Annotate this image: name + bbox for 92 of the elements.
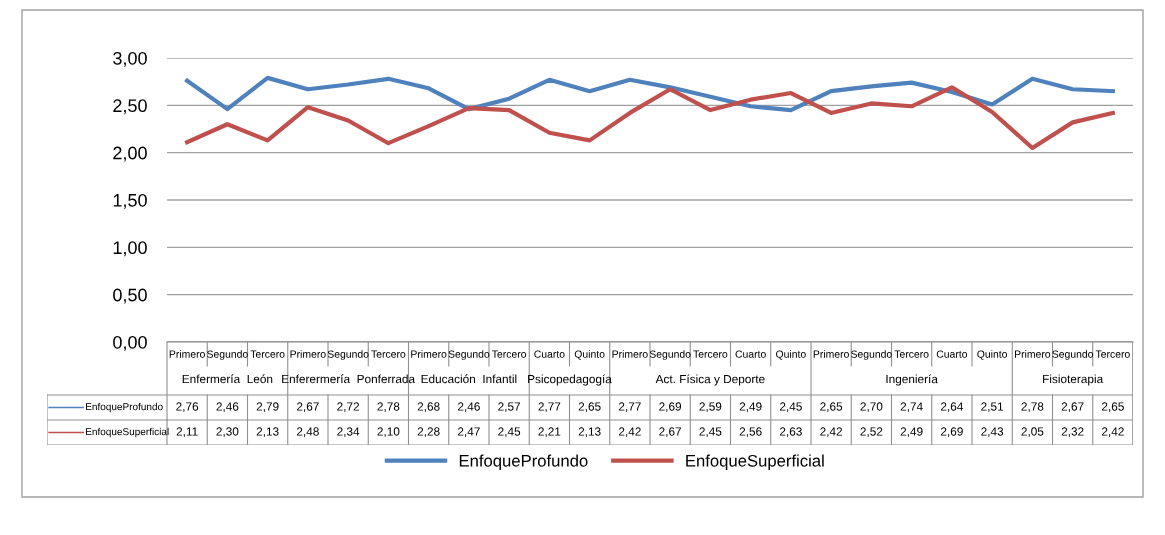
y-tick-label: 2,50 (113, 99, 147, 115)
x-tick-label: Primero (813, 350, 849, 358)
data-label: 2,67 (296, 402, 319, 413)
data-label: 2,47 (457, 427, 480, 438)
x-tick-label: Quinto (977, 350, 1008, 360)
data-label: 2,52 (860, 427, 883, 438)
data-label: 2,67 (1061, 402, 1084, 413)
data-label: 2,70 (860, 402, 883, 413)
data-label: 2,59 (699, 402, 722, 413)
text: Ingeniería (886, 374, 938, 386)
data-label: 2,13 (256, 427, 279, 438)
data-label: 2,46 (457, 402, 480, 413)
data-label: 2,32 (1061, 427, 1084, 438)
text: Fisioterapia (1043, 374, 1104, 386)
x-tick-label: Tercero (492, 350, 527, 358)
data-label: 2,78 (377, 402, 400, 413)
x-tick-label: Primero (290, 350, 326, 358)
data-label: 2,10 (377, 427, 400, 438)
x-tick-label: Primero (612, 350, 648, 358)
x-tick-label: Tercero (250, 350, 285, 358)
x-tick-label: Quinto (574, 350, 605, 360)
text: Educación Infantil (421, 374, 517, 384)
data-label: 2,69 (659, 402, 682, 413)
data-label: 2,69 (940, 427, 963, 438)
data-label: 2,76 (176, 402, 199, 413)
line-series (185, 85, 1115, 151)
y-tick-label: 3,00 (113, 51, 147, 67)
text: Enferermería Ponferrada (282, 374, 416, 384)
data-label: 2,74 (900, 402, 923, 413)
data-label: 2,45 (498, 427, 521, 438)
text: Psicopedagogía (528, 374, 612, 386)
legend-label: EnfoqueProfundo (86, 402, 163, 413)
data-label: 2,11 (176, 427, 198, 438)
data-label: 2,49 (739, 402, 762, 413)
data-label: 2,30 (216, 427, 239, 438)
data-label: 2,28 (417, 427, 440, 438)
text: Act. Física y Deporte (655, 374, 765, 386)
data-label: 2,43 (981, 427, 1004, 438)
data-label: 2,79 (256, 402, 279, 413)
data-label: 2,51 (981, 402, 1004, 413)
x-tick-label: Segundo (448, 350, 490, 360)
data-label: 2,57 (498, 402, 521, 413)
x-tick-label: Cuarto (936, 350, 968, 358)
data-label: 2,65 (578, 402, 601, 413)
x-tick-label: Cuarto (735, 350, 766, 358)
data-label: 2,05 (1021, 427, 1044, 438)
data-label: 2,13 (578, 427, 601, 438)
data-label: 2,72 (337, 402, 360, 413)
data-label: 2,64 (940, 402, 964, 413)
data-label: 2,63 (779, 427, 802, 438)
data-label: 2,48 (296, 427, 319, 438)
data-label: 2,42 (1101, 427, 1124, 438)
line-series (185, 75, 1115, 113)
data-label: 2,21 (538, 427, 561, 438)
data-label: 2,34 (337, 427, 360, 438)
text: Enfermería León (182, 374, 273, 384)
data-label: 2,65 (1101, 402, 1124, 413)
data-label: 2,42 (820, 427, 843, 438)
y-tick-label: 0,00 (113, 335, 147, 351)
text: EnfoqueSuperficial (686, 454, 824, 470)
x-tick-label: Primero (1015, 350, 1051, 358)
x-tick-label: Quinto (776, 350, 806, 360)
data-label: 2,77 (538, 402, 561, 413)
x-tick-label: Tercero (371, 350, 406, 358)
data-label: 2,77 (618, 402, 641, 413)
y-tick-label: 0,50 (113, 288, 147, 304)
x-tick-label: Tercero (693, 350, 728, 358)
data-label: 2,42 (618, 427, 641, 438)
y-tick-label: 2,00 (113, 146, 147, 162)
data-label: 2,45 (699, 427, 722, 438)
y-tick-label: 1,00 (113, 241, 147, 257)
x-tick-label: Tercero (894, 350, 929, 358)
x-tick-label: Segundo (851, 350, 892, 360)
x-tick-label: Segundo (327, 350, 369, 360)
x-tick-label: Primero (169, 350, 205, 358)
x-tick-label: Segundo (649, 350, 691, 360)
data-label: 2,67 (659, 427, 682, 438)
data-label: 2,46 (216, 402, 239, 413)
text: EnfoqueProfundo (459, 454, 588, 470)
data-label: 2,65 (820, 402, 843, 413)
data-label: 2,45 (779, 402, 802, 413)
x-tick-label: Primero (411, 350, 447, 358)
x-tick-label: Cuarto (534, 350, 565, 358)
data-label: 2,56 (739, 427, 762, 438)
x-tick-label: Tercero (1095, 350, 1130, 358)
legend-label: EnfoqueSuperficial (86, 427, 169, 438)
x-tick-label: Segundo (1052, 350, 1094, 360)
x-tick-label: Segundo (207, 350, 248, 360)
y-tick-label: 1,50 (113, 193, 147, 209)
data-label: 2,49 (900, 427, 923, 438)
data-label: 2,68 (417, 402, 440, 413)
data-label: 2,78 (1021, 402, 1044, 413)
